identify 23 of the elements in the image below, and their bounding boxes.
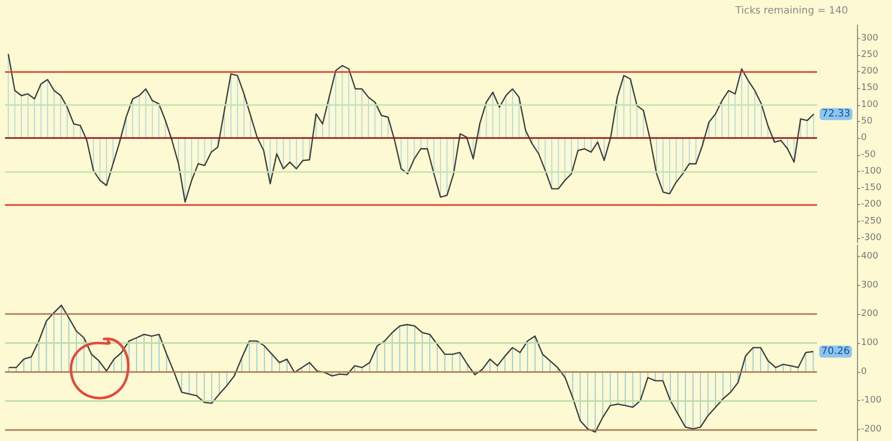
y-tick-label: 50 <box>861 116 873 127</box>
y-tick-label: 100 <box>861 100 878 110</box>
y-tick-label: -100 <box>861 166 882 176</box>
y-tick-label: 300 <box>861 33 878 44</box>
y-tick-label: -200 <box>861 200 882 210</box>
y-tick-label: 300 <box>861 280 878 290</box>
y-tick-label: 150 <box>861 83 878 94</box>
data-label: 72.33 <box>822 108 850 120</box>
y-tick-label: -50 <box>861 150 876 160</box>
y-tick-label: 0 <box>861 133 867 144</box>
text: Ticks remaining = 140 <box>734 6 848 16</box>
y-tick-label: -250 <box>861 216 882 226</box>
y-tick-label: -300 <box>861 233 882 244</box>
y-tick-label: -100 <box>861 396 882 406</box>
y-tick-label: 200 <box>861 309 878 320</box>
y-tick-label: 0 <box>861 366 867 377</box>
y-tick-label: 400 <box>861 252 878 262</box>
y-tick-label: -200 <box>861 424 882 434</box>
y-tick-label: 200 <box>861 66 878 77</box>
y-tick-label: 250 <box>861 50 878 60</box>
data-label: 70.26 <box>821 346 850 358</box>
y-tick-label: -150 <box>861 183 882 194</box>
y-tick-label: 100 <box>861 338 878 348</box>
